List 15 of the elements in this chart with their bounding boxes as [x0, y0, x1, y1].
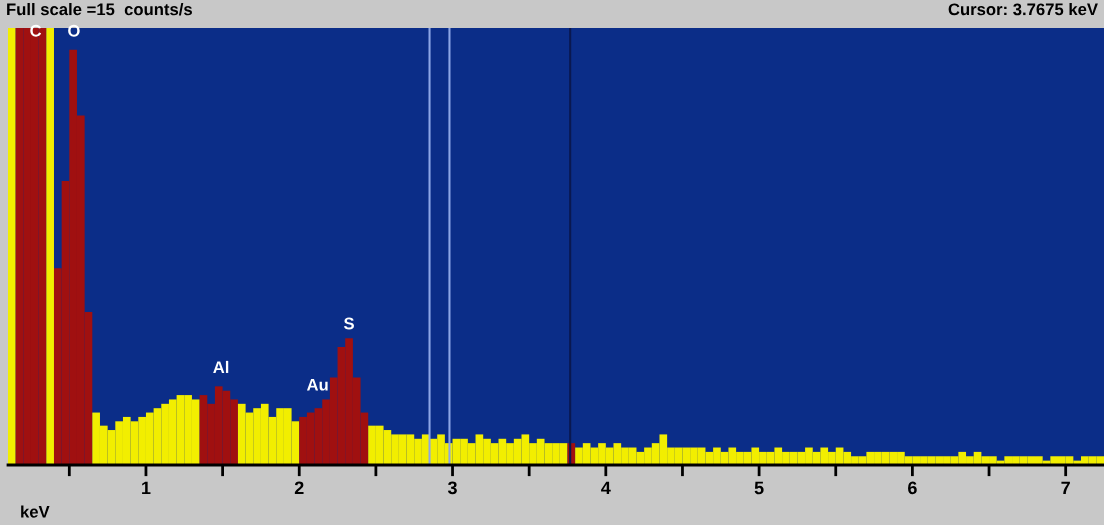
annotation: O — [68, 24, 80, 37]
annotation: C — [30, 24, 42, 37]
x-axis-title: keV — [21, 505, 50, 518]
annotation: Al — [213, 360, 229, 373]
x-tick-label: 3 — [447, 481, 457, 495]
x-tick-label: 6 — [908, 481, 917, 495]
x-tick-label: 5 — [754, 481, 764, 495]
text: Cursor: 3.7675 keV — [948, 3, 1098, 16]
annotation: S — [343, 317, 354, 330]
x-tick-label: 1 — [142, 481, 151, 495]
x-tick-label: 4 — [601, 481, 611, 495]
annotation: Au — [306, 378, 328, 391]
x-tick-label: 2 — [294, 481, 304, 495]
x-tick-label: 7 — [1061, 481, 1070, 495]
chart-title: Full scale =15 counts/s — [7, 3, 192, 16]
